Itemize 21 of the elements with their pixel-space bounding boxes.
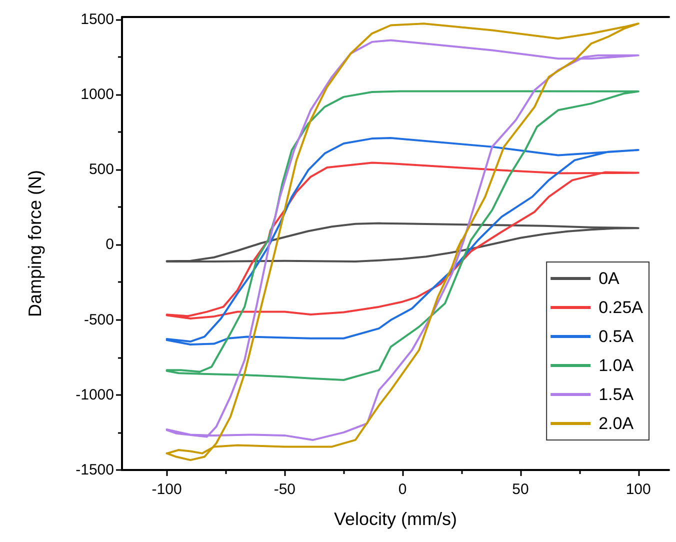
- y-tick-label: -500: [84, 311, 114, 328]
- legend-label: 2.0A: [598, 414, 634, 433]
- legend-label: 1.5A: [598, 385, 634, 404]
- line-series: [166, 222, 640, 262]
- x-tick-label: 50: [512, 481, 529, 498]
- y-tick-label: -1500: [76, 462, 114, 478]
- y-tick-label: 500: [88, 161, 114, 178]
- x-tick-label: 0: [398, 481, 407, 498]
- legend-label: 0A: [598, 269, 620, 288]
- x-axis-title: Velocity (mm/s): [334, 509, 458, 529]
- legend-label: 0.5A: [598, 327, 634, 346]
- x-tick-label: -100: [152, 481, 182, 498]
- legend-label: 0.25A: [598, 298, 644, 317]
- legend-label: 1.0A: [598, 356, 634, 375]
- y-tick-label: 1500: [80, 10, 114, 28]
- x-tick-label: -50: [274, 481, 296, 498]
- x-tick-label: 100: [626, 481, 651, 498]
- y-tick-label: 1000: [80, 86, 114, 103]
- y-tick-label: 0: [106, 236, 114, 254]
- y-axis-title: Damping force (N): [25, 170, 45, 318]
- y-tick-label: -1000: [76, 386, 114, 404]
